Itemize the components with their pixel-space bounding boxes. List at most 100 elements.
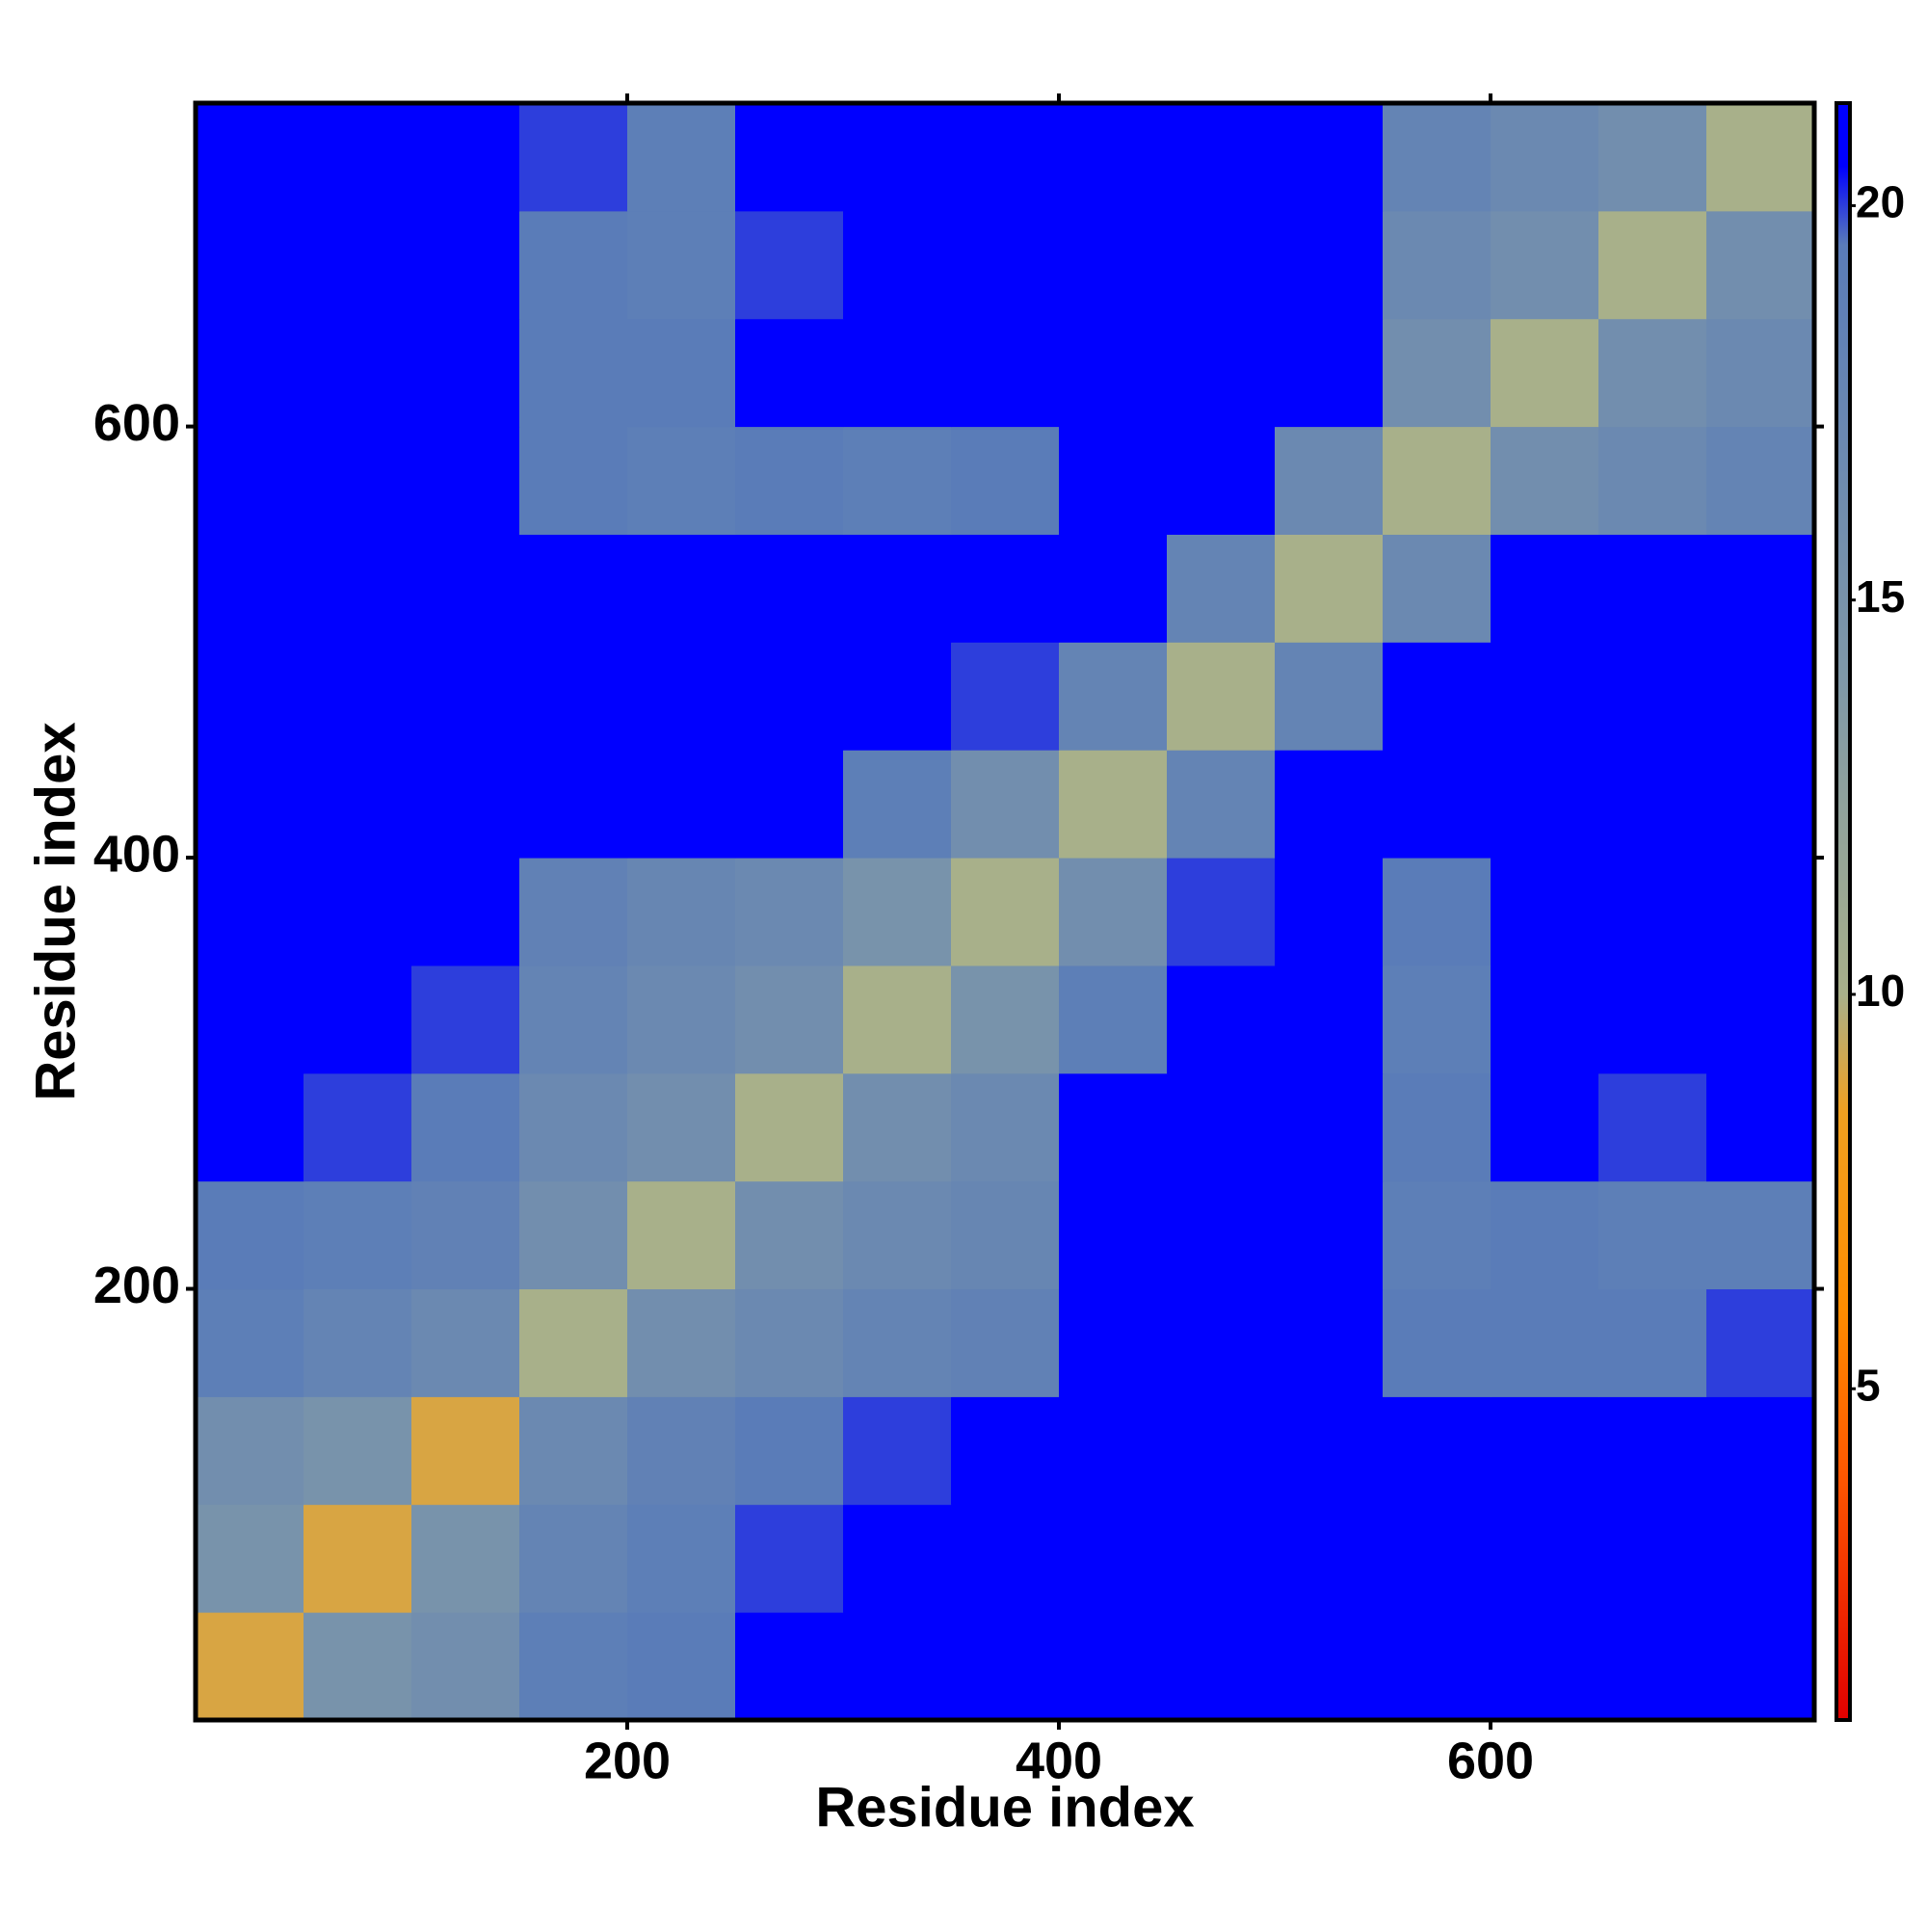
heatmap-cell	[1598, 1504, 1707, 1613]
heatmap-cell	[196, 1288, 304, 1397]
heatmap-cell	[304, 642, 412, 751]
heatmap-cell	[1706, 858, 1815, 966]
heatmap-cell	[1706, 210, 1815, 320]
colorbar-tick-label: 5	[1856, 1360, 1881, 1410]
heatmap-cell	[1706, 750, 1815, 859]
heatmap-cell	[196, 965, 304, 1074]
heatmap-cell	[1167, 426, 1276, 535]
heatmap-cell	[411, 1288, 520, 1397]
heatmap-cell	[1059, 1288, 1168, 1397]
colorbar-tick-label: 20	[1856, 177, 1905, 227]
heatmap-cell	[843, 1396, 952, 1505]
heatmap-cell	[1275, 1504, 1384, 1613]
heatmap-cell	[1167, 1072, 1276, 1182]
heatmap-cell	[1059, 750, 1168, 859]
heatmap-cell	[1491, 534, 1599, 643]
heatmap-cell	[1275, 426, 1384, 535]
heatmap-cell	[951, 1180, 1060, 1290]
heatmap-cell	[843, 750, 952, 859]
heatmap-cell	[411, 965, 520, 1074]
heatmap-cell	[1383, 1180, 1491, 1290]
x-tick-label: 600	[1447, 1732, 1534, 1789]
heatmap-cell	[951, 1504, 1060, 1613]
heatmap-cell	[735, 318, 844, 428]
heatmap-cell	[1275, 1396, 1384, 1505]
heatmap-cell	[951, 210, 1060, 320]
heatmap-cell	[1059, 642, 1168, 751]
heatmap-cell	[951, 1288, 1060, 1397]
heatmap-cell	[951, 426, 1060, 535]
heatmap-cell	[735, 210, 844, 320]
heatmap-cell	[1275, 858, 1384, 966]
heatmap-cell	[843, 858, 952, 966]
heatmap-cell	[1383, 858, 1491, 966]
heatmap-cell	[1491, 1180, 1599, 1290]
heatmap-cell	[1383, 1072, 1491, 1182]
heatmap-cell	[519, 858, 628, 966]
heatmap-cell	[304, 210, 412, 320]
heatmap-cell	[843, 426, 952, 535]
heatmap-cell	[196, 750, 304, 859]
heatmap-cell	[735, 858, 844, 966]
heatmap-cell	[1275, 1180, 1384, 1290]
heatmap-cell	[627, 858, 736, 966]
heatmap-cell	[1491, 318, 1599, 428]
heatmap-cell	[411, 210, 520, 320]
heatmap-cell	[1275, 103, 1384, 212]
heatmap-cell	[627, 1504, 736, 1613]
heatmap-cell	[843, 1504, 952, 1613]
heatmap-cell	[304, 1396, 412, 1505]
heatmap-cell	[519, 534, 628, 643]
heatmap-cell	[1275, 642, 1384, 751]
heatmap-cell	[627, 534, 736, 643]
heatmap-cell	[196, 103, 304, 212]
heatmap-cell	[843, 642, 952, 751]
heatmap-cell	[951, 642, 1060, 751]
heatmap-cell	[196, 642, 304, 751]
heatmap-cell	[843, 965, 952, 1074]
heatmap-cell	[304, 1504, 412, 1613]
heatmap-cell	[304, 318, 412, 428]
heatmap-cell	[196, 1396, 304, 1505]
heatmap-cell	[411, 642, 520, 751]
heatmap-cell	[843, 318, 952, 428]
heatmap-cell	[1383, 642, 1491, 751]
heatmap-cell	[735, 534, 844, 643]
heatmap-cell	[1491, 1072, 1599, 1182]
heatmap-cell	[196, 318, 304, 428]
heatmap-cell	[1598, 534, 1707, 643]
heatmap-cell	[1275, 1072, 1384, 1182]
heatmap-cell	[1275, 210, 1384, 320]
heatmap-cell	[1706, 1396, 1815, 1505]
heatmap-cell	[627, 1612, 736, 1721]
heatmap-cell	[951, 1612, 1060, 1721]
heatmap-cell	[627, 642, 736, 751]
heatmap-cell	[1706, 642, 1815, 751]
heatmap-cell	[1383, 210, 1491, 320]
heatmap-cell	[1491, 1504, 1599, 1613]
y-tick-label: 600	[93, 394, 180, 452]
heatmap-cell	[1598, 750, 1707, 859]
heatmap-cell	[735, 965, 844, 1074]
heatmap-cell	[951, 858, 1060, 966]
x-axis-title: Residue index	[815, 1776, 1194, 1839]
heatmap-cell	[1491, 965, 1599, 1074]
colorbar	[1835, 101, 1852, 1722]
heatmap-cell	[1167, 1288, 1276, 1397]
heatmap-cell	[1383, 103, 1491, 212]
heatmap-cell	[951, 1072, 1060, 1182]
heatmap-cell	[843, 1180, 952, 1290]
heatmap-cell	[735, 642, 844, 751]
heatmap-cell	[1598, 426, 1707, 535]
heatmap-cell	[411, 1072, 520, 1182]
heatmap-cell	[951, 1396, 1060, 1505]
heatmap-cell	[1167, 750, 1276, 859]
heatmap-cell	[627, 210, 736, 320]
heatmap-cell	[196, 1504, 304, 1613]
heatmap-cell	[1706, 103, 1815, 212]
heatmap-cell	[1491, 210, 1599, 320]
heatmap-cell	[1706, 1612, 1815, 1721]
heatmap-cell	[627, 318, 736, 428]
heatmap-cell	[951, 750, 1060, 859]
